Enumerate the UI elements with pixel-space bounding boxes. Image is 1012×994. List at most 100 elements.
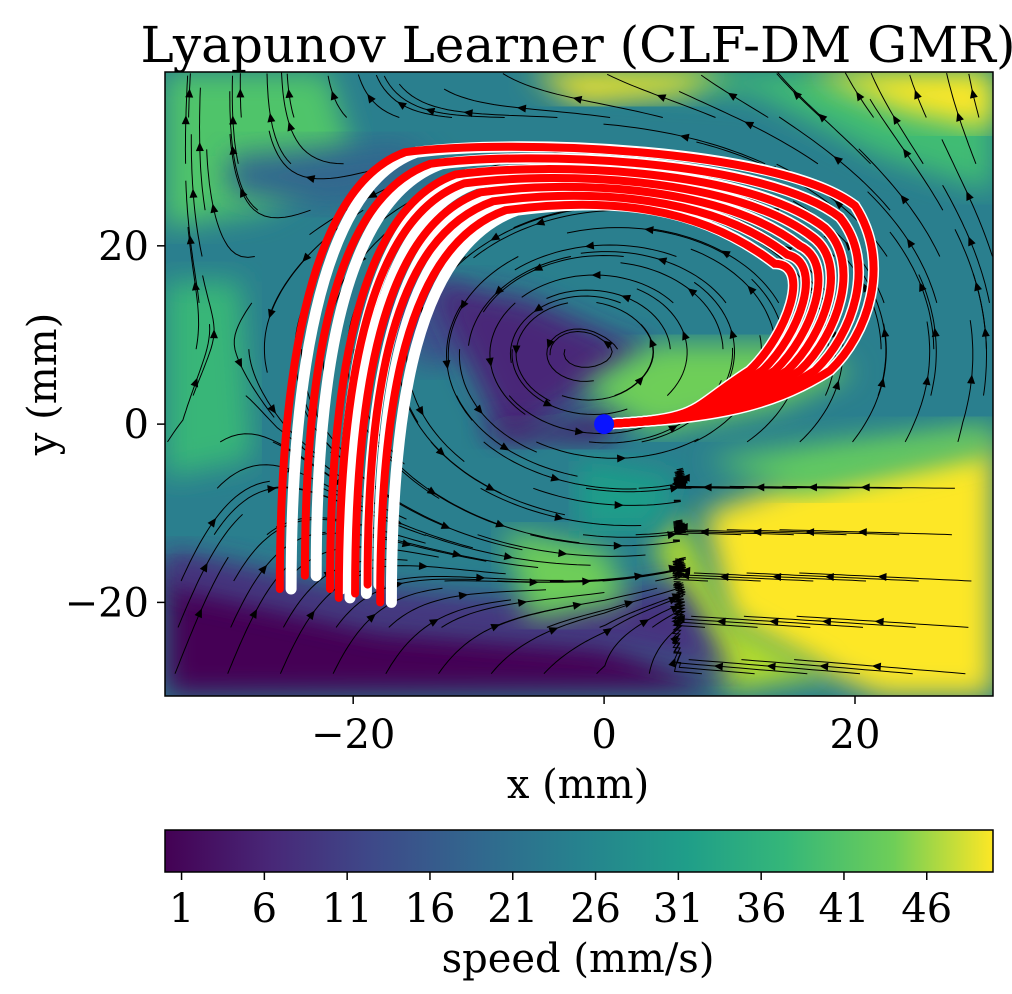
colorbar-tick-label-8: 41 xyxy=(819,886,870,932)
streamline-arrow-35 xyxy=(267,113,276,123)
streamline-arrow-88 xyxy=(425,107,436,116)
streamline-arrow-127 xyxy=(572,95,583,104)
streamline-arrow-14 xyxy=(267,485,277,494)
colorbar-tick-label-6: 31 xyxy=(653,886,704,932)
streamline-arrow-98 xyxy=(494,285,504,295)
streamline-arrow-197 xyxy=(860,483,870,492)
streamline-arrow-66 xyxy=(503,552,514,561)
streamline-143 xyxy=(675,564,761,582)
streamline-arrow-99 xyxy=(490,232,501,241)
streamline-arrow-114 xyxy=(516,104,527,113)
streamline-arrow-19 xyxy=(234,358,243,368)
streamline-arrow-50 xyxy=(428,618,439,627)
streamline-arrow-20 xyxy=(210,203,219,214)
streamline-arrow-179 xyxy=(856,91,865,102)
field-region-14 xyxy=(165,548,730,674)
streamline-arrow-18 xyxy=(267,404,276,414)
streamline-arrow-149 xyxy=(720,250,731,259)
streamline-arrow-97 xyxy=(512,345,521,355)
colorbar-tick-label-1: 6 xyxy=(252,886,277,932)
streamline-arrow-153 xyxy=(727,92,738,101)
streamline-arrow-166 xyxy=(792,90,803,100)
streamline-arrow-137 xyxy=(644,226,654,235)
colorbar-tick-label-0: 1 xyxy=(169,886,194,932)
streamline-arrow-74 xyxy=(367,190,378,199)
streamline-arrow-203 xyxy=(956,112,964,122)
streamline-arrow-83 xyxy=(542,398,553,407)
colorbar-tick-label-7: 36 xyxy=(736,886,787,932)
streamline-arrow-169 xyxy=(772,572,782,581)
streamline-arrow-159 xyxy=(832,380,841,391)
streamline-arrow-93 xyxy=(614,501,624,510)
streamline-arrow-10 xyxy=(185,88,194,98)
colorbar-tick-label-3: 16 xyxy=(405,886,456,932)
streamline-arrow-64 xyxy=(517,598,528,607)
streamline-arrow-167 xyxy=(766,662,776,671)
streamline-arrow-181 xyxy=(821,617,832,626)
field-region-1 xyxy=(528,72,993,193)
colorbar-bar xyxy=(164,829,994,873)
streamline-arrow-168 xyxy=(769,617,779,626)
field-region-16 xyxy=(579,459,680,532)
streamline-arrow-195 xyxy=(877,572,887,581)
reproduction-4 xyxy=(351,182,823,598)
streamline-arrow-94 xyxy=(616,454,627,463)
streamline-arrow-202 xyxy=(966,191,974,201)
streamline-arrow-123 xyxy=(591,270,601,279)
streamline-arrow-6 xyxy=(186,234,195,245)
y-tick-label-0: 20 xyxy=(98,224,149,270)
field-region-0 xyxy=(165,72,354,228)
streamline-arrow-96 xyxy=(603,340,613,349)
colorbar-tick-label-2: 11 xyxy=(322,886,373,932)
streamline-arrow-9 xyxy=(181,115,190,125)
streamline-arrow-105 xyxy=(667,531,677,540)
streamline-arrow-40 xyxy=(401,539,412,548)
streamline-arrow-24 xyxy=(306,610,315,621)
streamline-arrow-112 xyxy=(535,217,546,226)
streamline-arrow-62 xyxy=(367,93,376,104)
streamline-arrow-182 xyxy=(824,572,834,581)
streamline-arrow-141 xyxy=(668,657,676,668)
streamline-arrow-0 xyxy=(194,608,202,619)
streamline-arrow-4 xyxy=(209,329,218,339)
streamline-arrow-5 xyxy=(192,281,200,291)
streamline-arrow-184 xyxy=(807,483,818,492)
streamline-142 xyxy=(671,598,758,628)
streamline-arrow-135 xyxy=(687,288,698,297)
streamline-arrow-80 xyxy=(554,513,564,521)
colorbar-tick-label-5: 26 xyxy=(570,886,621,932)
streamline-arrow-198 xyxy=(967,374,976,384)
streamline-arrow-152 xyxy=(679,133,690,142)
streamline-arrow-158 xyxy=(702,483,712,492)
streamline-arrow-75 xyxy=(397,101,407,110)
streamline-arrow-84 xyxy=(485,357,494,367)
field-region-11 xyxy=(654,513,830,692)
streamline-arrow-111 xyxy=(533,263,544,271)
x-tick-label-1: 0 xyxy=(591,712,616,758)
colorbar-tick-label-9: 46 xyxy=(901,886,952,932)
streamline-arrow-185 xyxy=(922,375,931,386)
field-region-4 xyxy=(165,281,253,478)
streamline-arrow-1 xyxy=(199,562,208,573)
streamline-arrow-22 xyxy=(229,115,238,125)
streamline-arrow-189 xyxy=(900,194,910,205)
streamline-arrow-171 xyxy=(755,483,765,492)
x-tick-label-2: 20 xyxy=(830,712,881,758)
streamline-arrow-54 xyxy=(440,521,451,529)
streamline-arrow-193 xyxy=(871,662,882,671)
streamline-arrow-91 xyxy=(634,572,644,581)
streamline-arrow-178 xyxy=(818,113,828,123)
streamline-arrow-23 xyxy=(236,88,245,98)
streamline-arrow-143 xyxy=(680,571,690,580)
streamline-arrow-85 xyxy=(460,299,469,310)
streamline-arrow-90 xyxy=(624,600,634,608)
streamline-arrow-101 xyxy=(463,109,473,118)
reproduction-6 xyxy=(376,200,798,607)
streamline-arrow-36 xyxy=(285,88,294,99)
streamline-arrow-121 xyxy=(682,330,690,341)
reproduction-1 xyxy=(300,154,863,580)
streamline-arrow-108 xyxy=(649,338,657,348)
streamline-arrow-79 xyxy=(558,549,568,558)
streamline-arrow-107 xyxy=(668,425,678,434)
streamline-arrow-117 xyxy=(668,564,678,573)
